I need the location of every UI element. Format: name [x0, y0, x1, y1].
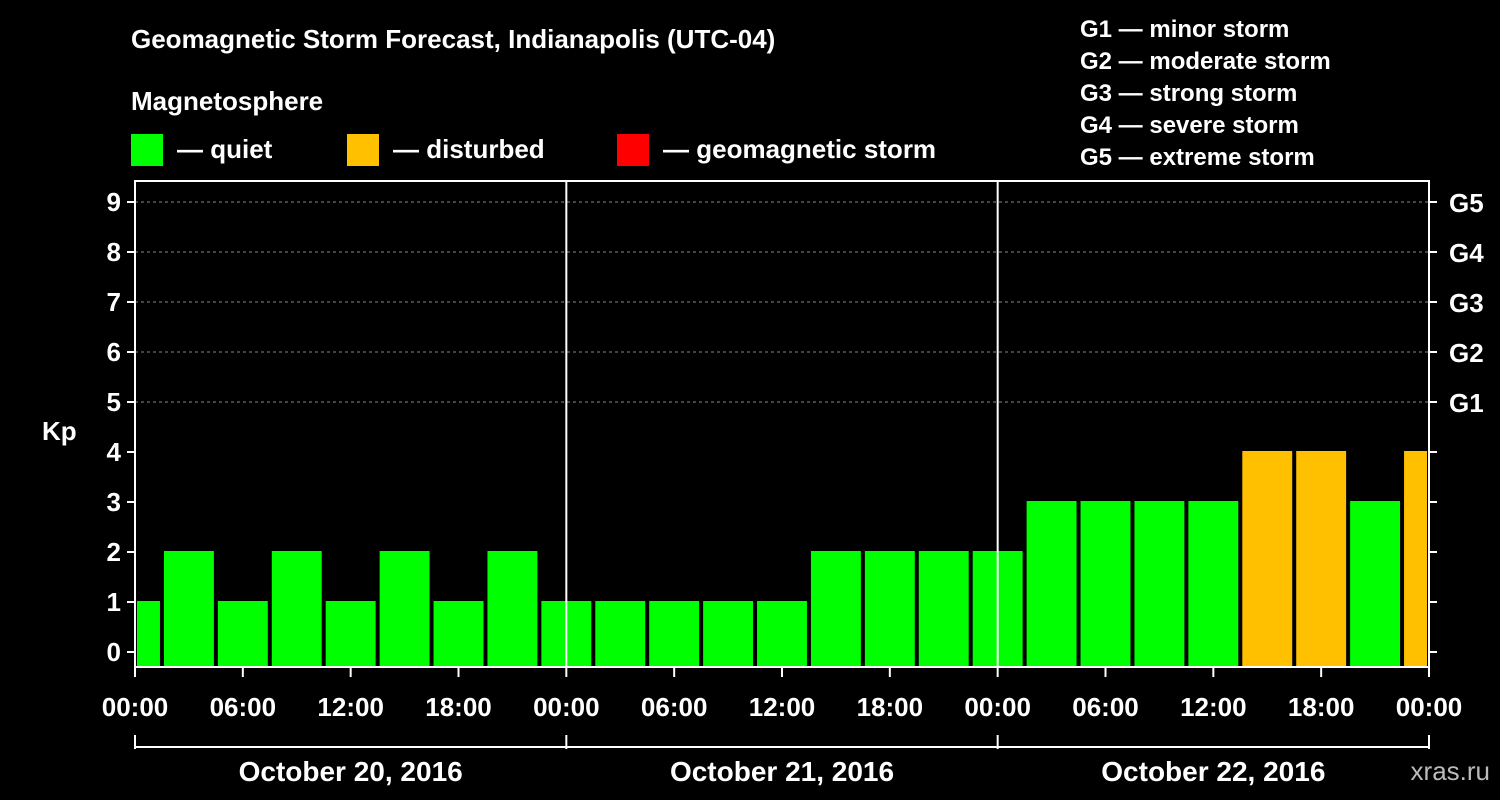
y-tick-label: 7: [107, 287, 121, 317]
g-level-label: G4: [1449, 238, 1484, 268]
legend-label-quiet: — quiet: [177, 134, 273, 164]
kp-bar: [1134, 501, 1185, 667]
g-scale-item: G3 — strong storm: [1080, 80, 1298, 107]
kp-bar: [433, 601, 484, 667]
kp-bar: [1404, 451, 1427, 667]
x-tick-label: 18:00: [425, 692, 492, 722]
g-scale-item: G4 — severe storm: [1080, 112, 1299, 139]
g-scale-legend: G1 — minor storm G2 — moderate storm G3 …: [1080, 14, 1331, 174]
kp-bar: [918, 551, 969, 667]
day-label: October 22, 2016: [1101, 756, 1325, 787]
day-label: October 20, 2016: [239, 756, 463, 787]
legend-label-disturbed: — disturbed: [393, 134, 545, 164]
g-scale-item: G2 — moderate storm: [1080, 48, 1331, 75]
g-level-label: G2: [1449, 338, 1484, 368]
kp-bar: [864, 551, 915, 667]
kp-bar: [325, 601, 376, 667]
x-tick-label: 12:00: [317, 692, 384, 722]
kp-bar: [1350, 501, 1401, 667]
y-tick-label: 0: [107, 637, 121, 667]
kp-bar: [1242, 451, 1293, 667]
watermark: xras.ru: [1410, 756, 1490, 786]
kp-bar: [1080, 501, 1131, 667]
kp-bar: [757, 601, 807, 667]
kp-bar: [379, 551, 430, 667]
kp-bar: [271, 551, 322, 667]
g-scale-item: G5 — extreme storm: [1080, 144, 1315, 171]
g-level-label: G1: [1449, 388, 1484, 418]
day-label: October 21, 2016: [670, 756, 894, 787]
kp-bar: [1296, 451, 1347, 667]
y-tick-label: 8: [107, 237, 121, 267]
y-axis-label: Kp: [42, 416, 77, 446]
legend-swatch-storm: [617, 134, 649, 166]
kp-bar: [487, 551, 538, 667]
g-level-label: G3: [1449, 288, 1484, 318]
legend-swatch-disturbed: [347, 134, 379, 166]
x-tick-label: 12:00: [749, 692, 816, 722]
kp-bar: [1026, 501, 1077, 667]
kp-bar: [649, 601, 700, 667]
legend-swatch-quiet: [131, 134, 163, 166]
legend-label-storm: — geomagnetic storm: [663, 134, 937, 164]
kp-bar: [595, 601, 646, 667]
x-tick-label: 00:00: [964, 692, 1031, 722]
kp-bar: [217, 601, 268, 667]
legend-heading: Magnetosphere: [131, 86, 324, 116]
g-level-label: G5: [1449, 188, 1484, 218]
y-tick-label: 4: [107, 437, 122, 467]
y-tick-label: 5: [107, 387, 121, 417]
x-tick-label: 00:00: [102, 692, 169, 722]
kp-bar: [810, 551, 861, 667]
y-tick-label: 9: [107, 187, 121, 217]
chart-title: Geomagnetic Storm Forecast, Indianapolis…: [131, 24, 776, 54]
y-tick-label: 1: [107, 587, 121, 617]
kp-bar: [703, 601, 754, 667]
x-tick-label: 18:00: [1288, 692, 1355, 722]
x-tick-label: 00:00: [1396, 692, 1463, 722]
y-tick-label: 2: [107, 537, 121, 567]
x-tick-label: 18:00: [857, 692, 924, 722]
y-tick-label: 6: [107, 337, 121, 367]
kp-bar: [1188, 501, 1239, 667]
x-tick-label: 12:00: [1180, 692, 1247, 722]
kp-bar: [137, 601, 160, 667]
x-tick-label: 06:00: [210, 692, 277, 722]
y-tick-label: 3: [107, 487, 121, 517]
x-tick-label: 00:00: [533, 692, 600, 722]
kp-bar: [163, 551, 214, 667]
x-tick-label: 06:00: [641, 692, 708, 722]
x-tick-label: 06:00: [1072, 692, 1139, 722]
g-scale-item: G1 — minor storm: [1080, 16, 1290, 43]
